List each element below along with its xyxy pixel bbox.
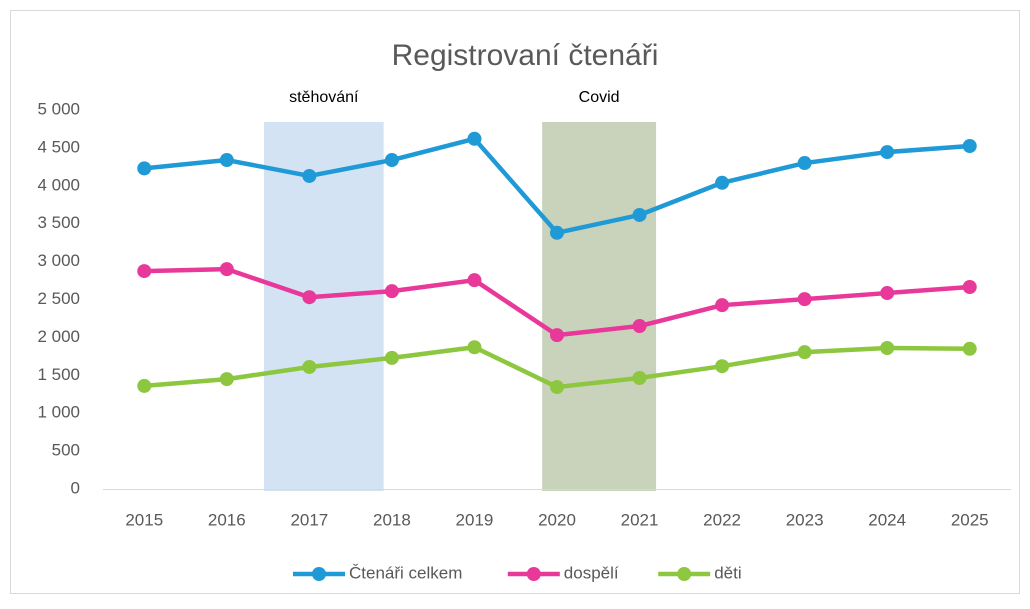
- legend-marker: [312, 567, 326, 581]
- chart-title: Registrovaní čtenáři: [392, 39, 659, 72]
- y-tick-label: 1 000: [37, 403, 80, 422]
- series-marker: [302, 168, 317, 183]
- x-tick-label: 2017: [290, 510, 328, 529]
- annotation-band: [542, 122, 657, 491]
- series-marker: [715, 359, 730, 374]
- legend-marker: [677, 567, 692, 581]
- series-marker: [880, 286, 895, 301]
- series-marker: [302, 290, 317, 305]
- series-marker: [632, 370, 647, 385]
- x-tick-label: 2020: [538, 510, 576, 529]
- series-marker: [880, 145, 895, 160]
- series-marker: [137, 161, 152, 176]
- series-marker: [467, 131, 482, 146]
- legend-label: dospělí: [564, 563, 619, 582]
- chart-border: [10, 10, 1020, 594]
- series-marker: [467, 340, 482, 355]
- series-marker: [797, 156, 812, 171]
- series-marker: [632, 207, 647, 222]
- series-marker: [715, 298, 730, 313]
- series-marker: [550, 380, 564, 395]
- series-marker: [302, 359, 317, 374]
- series-marker: [962, 279, 977, 294]
- x-tick-label: 2018: [373, 510, 411, 529]
- legend-marker: [526, 567, 541, 581]
- y-tick-label: 1 500: [37, 365, 80, 384]
- series-marker: [962, 139, 977, 154]
- series-marker: [219, 153, 234, 168]
- series-marker: [384, 153, 399, 168]
- annotation-label: Covid: [579, 89, 620, 106]
- series-marker: [550, 225, 564, 240]
- x-tick-label: 2024: [868, 510, 906, 529]
- y-tick-label: 500: [52, 441, 80, 460]
- y-tick-label: 5 000: [37, 99, 80, 118]
- series-marker: [219, 372, 234, 387]
- series-marker: [632, 319, 647, 334]
- legend-label: Čtenáři celkem: [349, 563, 462, 582]
- series-marker: [137, 378, 152, 393]
- y-tick-label: 4 500: [37, 137, 80, 156]
- y-tick-label: 4 000: [37, 175, 80, 194]
- series-marker: [962, 341, 977, 356]
- series-marker: [467, 273, 482, 288]
- x-tick-label: 2015: [125, 510, 163, 529]
- x-tick-label: 2016: [208, 510, 246, 529]
- x-tick-label: 2023: [786, 510, 824, 529]
- y-tick-label: 3 000: [37, 251, 80, 270]
- series-marker: [550, 328, 564, 343]
- y-tick-label: 3 500: [37, 213, 80, 232]
- x-tick-label: 2022: [703, 510, 741, 529]
- annotation-band: [263, 122, 384, 491]
- series-marker: [384, 284, 399, 299]
- series-marker: [797, 345, 812, 360]
- y-tick-label: 2 000: [37, 327, 80, 346]
- x-tick-label: 2021: [621, 510, 659, 529]
- x-tick-label: 2025: [951, 510, 989, 529]
- y-tick-label: 2 500: [37, 289, 80, 308]
- series-marker: [384, 350, 399, 365]
- x-tick-label: 2019: [456, 510, 494, 529]
- series-marker: [219, 262, 234, 277]
- annotation-label: stěhování: [289, 89, 359, 106]
- legend-label: děti: [714, 563, 741, 582]
- series-marker: [880, 341, 895, 356]
- series-marker: [797, 292, 812, 307]
- y-tick-label: 0: [71, 478, 80, 497]
- series-marker: [715, 175, 730, 190]
- series-marker: [137, 264, 152, 279]
